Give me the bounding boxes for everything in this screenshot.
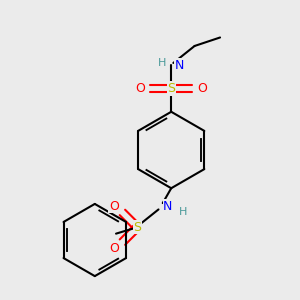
- Text: O: O: [197, 82, 207, 95]
- Text: H: H: [179, 207, 187, 218]
- Text: S: S: [133, 221, 141, 234]
- Text: S: S: [167, 82, 175, 95]
- Text: N: N: [175, 58, 184, 72]
- Text: N: N: [163, 200, 172, 213]
- Text: O: O: [109, 242, 119, 255]
- Text: O: O: [109, 200, 119, 212]
- Text: O: O: [136, 82, 146, 95]
- Text: H: H: [158, 58, 166, 68]
